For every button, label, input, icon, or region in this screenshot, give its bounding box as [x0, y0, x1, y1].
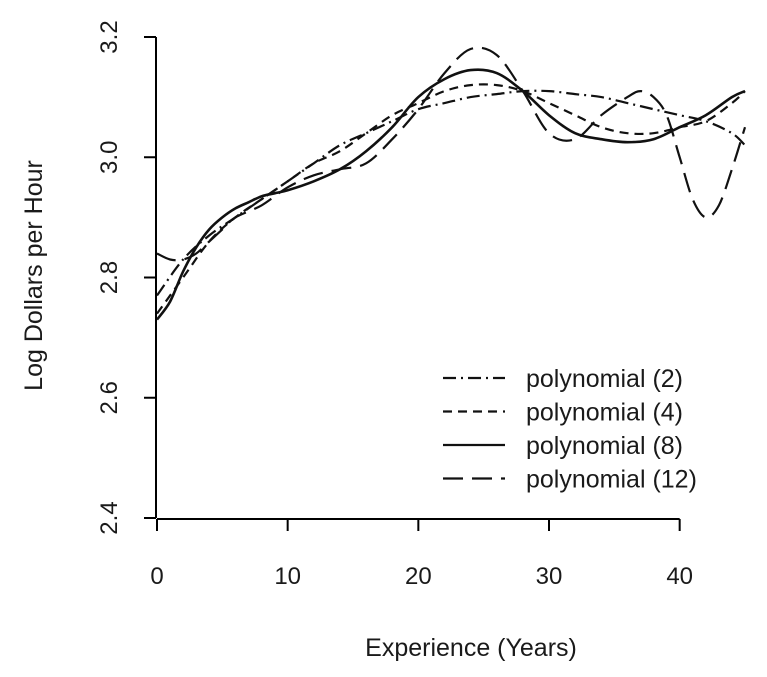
- y-axis-title: Log Dollars per Hour: [20, 160, 48, 391]
- y-tick-label: 3.0: [96, 141, 123, 174]
- y-tick-label: 3.2: [96, 20, 123, 53]
- axes: 0 10 20 30 40 2.4 2.6 2.8 3.0 3.2: [96, 20, 693, 590]
- y-tick-label: 2.6: [96, 381, 123, 414]
- y-tick-label: 2.4: [96, 501, 123, 534]
- x-tick-label: 0: [150, 563, 163, 590]
- x-tick-label: 20: [405, 563, 432, 590]
- x-tick-label: 10: [274, 563, 301, 590]
- y-ticks: 2.4 2.6 2.8 3.0 3.2: [96, 20, 156, 535]
- x-tick-label: 30: [536, 563, 563, 590]
- legend-label: polynomial (8): [526, 432, 683, 460]
- x-axis-title: Experience (Years): [365, 634, 577, 662]
- series-line-polynomial-4: [156, 83, 746, 315]
- legend-label: polynomial (4): [526, 399, 683, 427]
- series-line-polynomial-2: [156, 89, 746, 297]
- series-line-polynomial-8: [155, 68, 746, 321]
- legend-label: polynomial (12): [526, 466, 697, 494]
- series-line-polynomial-12: [156, 46, 747, 262]
- y-tick-label: 2.8: [96, 261, 123, 294]
- plot-area: [155, 46, 747, 321]
- x-tick-label: 40: [666, 563, 693, 590]
- x-ticks: 0 10 20 30 40: [150, 519, 693, 590]
- legend: polynomial (2) polynomial (4) polynomial (…: [443, 365, 697, 494]
- legend-label: polynomial (2): [526, 365, 683, 393]
